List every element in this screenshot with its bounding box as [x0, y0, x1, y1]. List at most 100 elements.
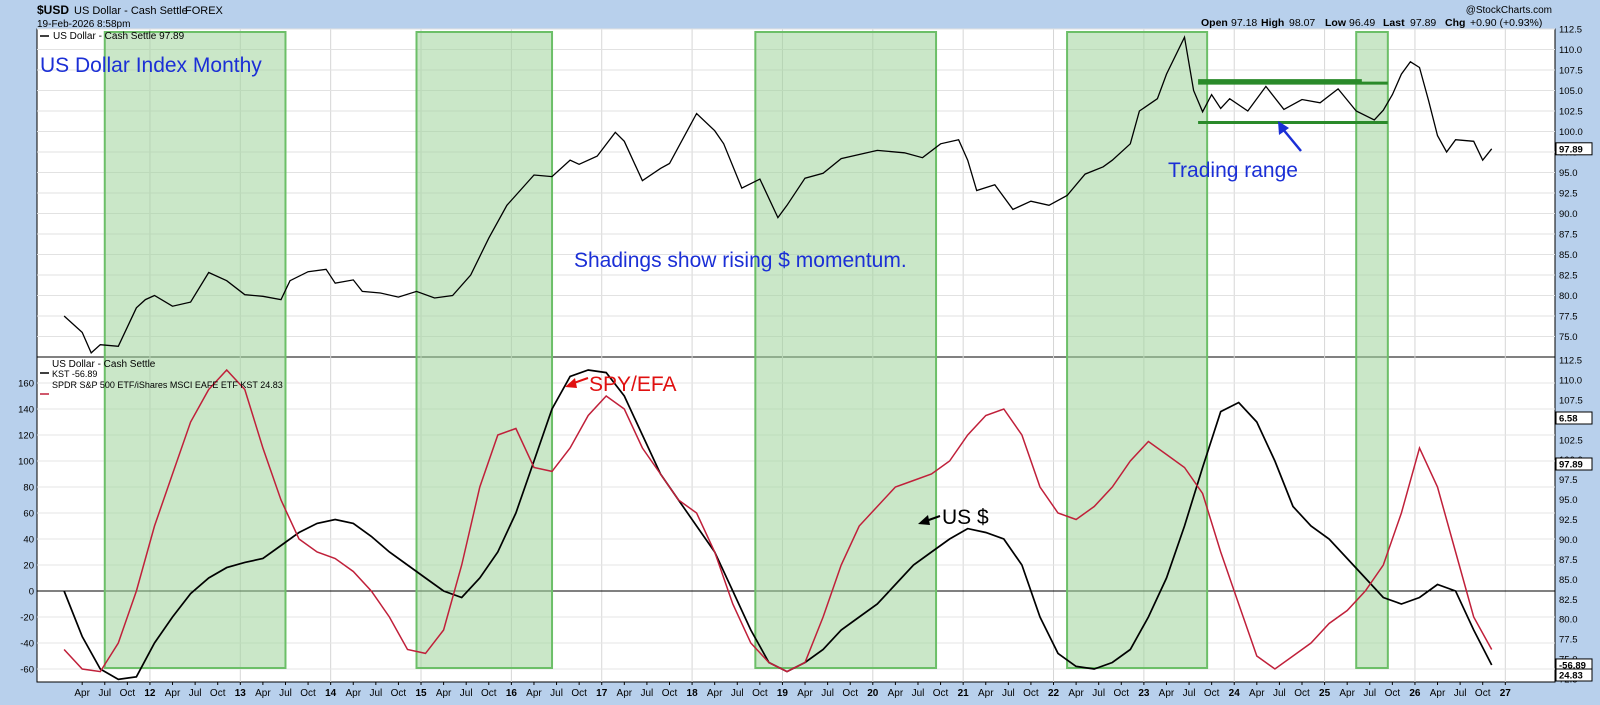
kst-spy-efa-line [63, 368, 1493, 673]
last-value: 97.89 [1410, 17, 1436, 29]
momentum-shade [1066, 31, 1209, 669]
x-tick-label: Apr [165, 688, 181, 699]
x-tick-label: 26 [1409, 688, 1421, 699]
kst-right-tick-label: 112.5 [1559, 356, 1582, 367]
x-tick-label: Apr [74, 688, 90, 699]
datetime-label: 19-Feb-2026 8:58pm [37, 19, 130, 30]
kst-right-tick-label: 102.5 [1559, 435, 1583, 446]
kst-y-tick-label: 20 [23, 561, 34, 572]
x-tick-label: Jul [1363, 688, 1376, 699]
kst-spy-legend: SPDR S&P 500 ETF/iShares MSCI EAFE ETF K… [52, 380, 283, 390]
kst-y-tick-label: 120 [18, 431, 34, 442]
series-lines [63, 35, 1493, 681]
price-y-tick-label: 75.0 [1559, 332, 1578, 343]
x-tick-label: Apr [1339, 688, 1355, 699]
price-y-tick-label: 95.0 [1559, 168, 1578, 179]
x-tick-label: Jul [189, 688, 202, 699]
x-tick-label: Oct [1294, 688, 1310, 699]
kst-right-tick-label: 110.0 [1559, 375, 1582, 386]
momentum-shade [1355, 31, 1389, 669]
spy-efa-arrow [565, 377, 589, 388]
chart-title: US Dollar Index Monthy [40, 54, 262, 77]
kst-spy-last-value-box [1555, 668, 1593, 682]
price-y-tick-label: 105.0 [1559, 86, 1583, 97]
usd-kst-arrow [918, 515, 941, 525]
chg-value: +0.90 (+0.93%) [1470, 17, 1542, 29]
price-y-tick-label: 102.5 [1559, 107, 1583, 118]
kst-y-tick-label: -20 [20, 613, 34, 624]
watermark: @StockCharts.com [1466, 5, 1552, 16]
x-tick-label: Apr [255, 688, 271, 699]
low-label: Low [1325, 17, 1347, 29]
x-tick-label: Apr [1159, 688, 1175, 699]
x-tick-label: Jul [821, 688, 834, 699]
x-tick-label: Jul [1273, 688, 1286, 699]
x-tick-label: 12 [144, 688, 156, 699]
x-tick-label: Jul [912, 688, 925, 699]
kst-right-tick-label: 87.5 [1559, 555, 1578, 566]
price-y-tick-label: 85.0 [1559, 250, 1578, 261]
high-value: 98.07 [1289, 17, 1315, 29]
x-tick-label: Oct [933, 688, 949, 699]
x-tick-label: Jul [279, 688, 292, 699]
x-tick-label: Apr [888, 688, 904, 699]
kst-right-tick-label: 107.5 [1559, 395, 1583, 406]
x-tick-label: Oct [1114, 688, 1130, 699]
x-tick-label: 22 [1048, 688, 1060, 699]
x-tick-label: Oct [120, 688, 136, 699]
x-tick-label: 24 [1229, 688, 1241, 699]
kst-right-tick-label: 82.5 [1559, 595, 1578, 606]
kst-y-tick-label: -60 [20, 665, 34, 676]
kst-panel-title: US Dollar - Cash Settle [52, 359, 156, 370]
x-tick-label: Oct [1023, 688, 1039, 699]
kst-right-tick-label: 97.5 [1559, 475, 1578, 486]
x-tick-label: Jul [641, 688, 654, 699]
axes: Apr Jul Oct 12 Apr Jul Oct 13 Apr Jul Oct 14 Apr Jul O… [18, 25, 1593, 699]
momentum-shadings [103, 31, 1389, 669]
kst-y-tick-label: 60 [23, 509, 34, 520]
x-tick-label: Apr [1249, 688, 1265, 699]
x-tick-label: Apr [1068, 688, 1084, 699]
price-y-tick-label: 100.0 [1559, 127, 1583, 138]
kst-right-value-2-box [1555, 457, 1593, 471]
usd-kst-label: US $ [942, 506, 989, 529]
kst-right-tick-label: 90.0 [1559, 535, 1578, 546]
x-tick-label: 18 [687, 688, 699, 699]
x-tick-label: Oct [300, 688, 316, 699]
kst-y-tick-label: 0 [29, 587, 34, 598]
x-tick-label: Oct [571, 688, 587, 699]
price-y-tick-label: 82.5 [1559, 271, 1578, 282]
x-tick-label: Jul [1092, 688, 1105, 699]
high-label: High [1261, 17, 1284, 29]
kst-spy-last-value: 24.83 [1559, 671, 1583, 682]
x-tick-label: 16 [506, 688, 518, 699]
price-y-tick-label: 77.5 [1559, 312, 1578, 323]
x-tick-label: Apr [797, 688, 813, 699]
price-last-value-box [1555, 142, 1593, 156]
kst-y-tick-label: 160 [18, 379, 34, 390]
symbol-label: $USD [37, 3, 69, 17]
price-y-tick-label: 110.0 [1559, 45, 1582, 56]
x-tick-label: Oct [210, 688, 226, 699]
x-tick-label: 25 [1319, 688, 1331, 699]
x-tick-label: Oct [1204, 688, 1220, 699]
x-tick-label: 14 [325, 688, 337, 699]
kst-right-tick-label: 77.5 [1559, 635, 1578, 646]
open-value: 97.18 [1231, 17, 1257, 29]
x-tick-label: Oct [662, 688, 678, 699]
market-label: FOREX [185, 5, 224, 17]
kst-usd-legend: KST -56.89 [52, 369, 97, 379]
kst-y-tick-label: -40 [20, 639, 34, 650]
x-tick-label: Oct [1475, 688, 1491, 699]
x-tick-label: Jul [1454, 688, 1467, 699]
kst-y-tick-label: 80 [23, 483, 34, 494]
low-value: 96.49 [1349, 17, 1375, 29]
kst-right-value-2: 97.89 [1559, 460, 1583, 471]
x-tick-label: 15 [415, 688, 427, 699]
x-tick-label: Apr [345, 688, 361, 699]
instrument-name: US Dollar - Cash Settle [74, 5, 188, 17]
x-tick-label: 27 [1500, 688, 1512, 699]
open-label: Open [1201, 17, 1228, 29]
kst-right-value-1: 6.58 [1559, 414, 1578, 425]
